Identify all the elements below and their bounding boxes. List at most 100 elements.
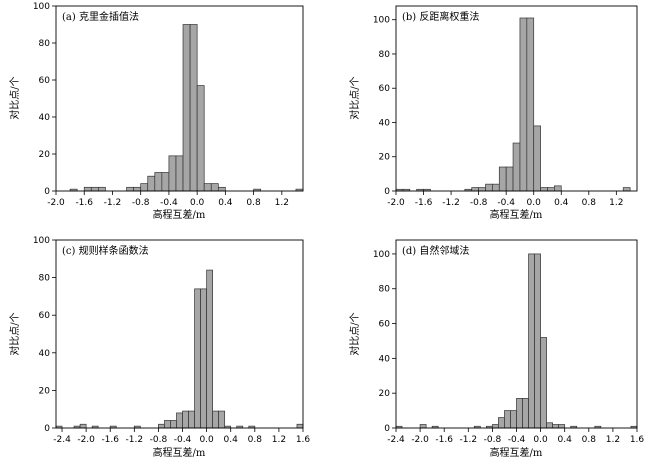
histogram-bar bbox=[492, 424, 499, 429]
x-tick-label: 0.8 bbox=[248, 435, 263, 445]
y-axis-title: 对比点/个 bbox=[8, 76, 21, 119]
histogram-bar bbox=[217, 186, 226, 192]
histogram-bar bbox=[419, 424, 427, 429]
x-tick-label: 0.0 bbox=[190, 198, 205, 208]
x-tick-label: -2.0 bbox=[47, 198, 65, 208]
x-tick-label: -1.6 bbox=[415, 198, 433, 208]
histogram-bar bbox=[526, 17, 535, 192]
histogram-bar bbox=[182, 410, 189, 429]
histogram-bar bbox=[516, 398, 523, 429]
histogram-bar bbox=[296, 423, 304, 429]
y-axis-title: 对比点/个 bbox=[348, 312, 361, 355]
histogram-bar bbox=[158, 423, 165, 429]
x-tick-label: 1.2 bbox=[275, 198, 289, 208]
y-tick-label: 20 bbox=[379, 153, 391, 163]
y-tick-label: 80 bbox=[39, 39, 51, 49]
y-tick-label: 60 bbox=[379, 84, 391, 94]
panel-title: (d) 自然邻域法 bbox=[402, 244, 469, 257]
histogram-bar bbox=[83, 186, 92, 192]
y-tick-label: 80 bbox=[379, 285, 391, 295]
x-tick-label: 1.2 bbox=[606, 435, 620, 445]
x-tick-label: 0.0 bbox=[533, 435, 548, 445]
panel-title: (a) 克里金插值法 bbox=[62, 10, 139, 23]
histogram-bar bbox=[554, 185, 562, 192]
histogram-bar bbox=[540, 337, 547, 429]
x-tick-label: -1.2 bbox=[460, 435, 478, 445]
x-tick-label: -2.4 bbox=[53, 435, 71, 445]
histogram-bar bbox=[126, 186, 134, 192]
histogram-bar bbox=[212, 410, 220, 429]
x-axis-title: 高程互差/m bbox=[490, 208, 543, 221]
x-tick-label: -1.6 bbox=[101, 435, 119, 445]
histogram-bar bbox=[170, 420, 177, 429]
histogram-bar bbox=[547, 187, 555, 192]
x-tick-label: 0.8 bbox=[246, 198, 261, 208]
histogram-bar bbox=[485, 183, 493, 192]
histogram-panel-d: -2.4 -2.0 -1.6 -1.2 -0.8 -0.4 0.0 0.4 0.8 1.2 1.6 0… bbox=[348, 239, 645, 459]
histogram-bar bbox=[189, 24, 198, 192]
x-tick-label: 1.2 bbox=[609, 198, 623, 208]
histogram-bar bbox=[519, 17, 528, 192]
histogram-bar bbox=[498, 166, 507, 192]
histogram-bar bbox=[176, 412, 183, 429]
histogram-bar bbox=[498, 417, 505, 429]
y-tick-label: 80 bbox=[39, 274, 51, 284]
histogram-bar bbox=[97, 186, 106, 192]
x-axis-title: 高程互差/m bbox=[153, 208, 206, 221]
panel-title: (c) 规则样条函数法 bbox=[62, 244, 149, 257]
histogram-bar bbox=[540, 187, 548, 192]
x-tick-label: 0.0 bbox=[527, 198, 542, 208]
x-tick-label: -1.2 bbox=[126, 435, 144, 445]
histogram-bar bbox=[505, 166, 514, 192]
histogram-bar bbox=[194, 288, 201, 429]
histogram-bar bbox=[512, 142, 521, 192]
histogram-bar bbox=[546, 422, 554, 429]
y-axis-title: 对比点/个 bbox=[348, 76, 361, 119]
x-axis-title: 高程互差/m bbox=[153, 446, 206, 459]
x-tick-label: -1.2 bbox=[104, 198, 122, 208]
plot-frame bbox=[55, 5, 304, 192]
x-tick-label: 1.2 bbox=[272, 435, 286, 445]
histogram-bar bbox=[528, 253, 535, 429]
x-tick-label: 0.8 bbox=[582, 435, 597, 445]
x-tick-label: -0.8 bbox=[484, 435, 502, 445]
x-tick-label: -0.4 bbox=[497, 198, 515, 208]
x-axis-title: 高程互差/m bbox=[490, 446, 543, 459]
x-tick-label: -2.0 bbox=[77, 435, 95, 445]
x-tick-label: 1.6 bbox=[630, 435, 645, 445]
x-tick-label: 0.0 bbox=[199, 435, 214, 445]
y-tick-label: 60 bbox=[39, 311, 51, 321]
x-tick-label: 0.4 bbox=[224, 435, 239, 445]
x-tick-label: -2.0 bbox=[387, 198, 405, 208]
y-tick-label: 0 bbox=[384, 424, 390, 434]
x-tick-label: -1.2 bbox=[442, 198, 460, 208]
histogram-bar bbox=[210, 183, 219, 192]
histogram-bar bbox=[552, 424, 560, 429]
x-tick-label: -0.8 bbox=[150, 435, 168, 445]
histogram-bar bbox=[533, 125, 541, 192]
y-tick-label: 40 bbox=[379, 118, 391, 128]
histogram-bar bbox=[206, 269, 213, 429]
histogram-bar bbox=[182, 24, 191, 192]
histogram-bar bbox=[534, 253, 541, 429]
y-tick-label: 100 bbox=[373, 16, 390, 26]
x-tick-label: -2.4 bbox=[387, 435, 405, 445]
y-axis-title: 对比点/个 bbox=[8, 312, 21, 355]
histogram-bar bbox=[168, 155, 177, 192]
histogram-panel-b: -2.0 -1.6 -1.2 -0.8 -0.4 0.0 0.4 0.8 1.2 0 20 40 60 8… bbox=[348, 5, 638, 221]
x-tick-label: -1.6 bbox=[75, 198, 93, 208]
histogram-bar bbox=[478, 187, 486, 192]
y-tick-label: 40 bbox=[39, 349, 51, 359]
y-tick-label: 80 bbox=[379, 50, 391, 60]
histogram-bar bbox=[558, 424, 566, 429]
x-tick-label: -1.6 bbox=[435, 435, 453, 445]
histogram-bar bbox=[90, 186, 99, 192]
y-tick-label: 40 bbox=[379, 354, 391, 364]
y-tick-label: 0 bbox=[44, 424, 50, 434]
histogram-bar bbox=[622, 187, 631, 192]
x-tick-label: 0.4 bbox=[558, 435, 573, 445]
histogram-bar bbox=[188, 410, 195, 429]
histogram-bar bbox=[203, 183, 212, 192]
y-tick-label: 20 bbox=[39, 150, 51, 160]
x-tick-label: -0.8 bbox=[132, 198, 150, 208]
